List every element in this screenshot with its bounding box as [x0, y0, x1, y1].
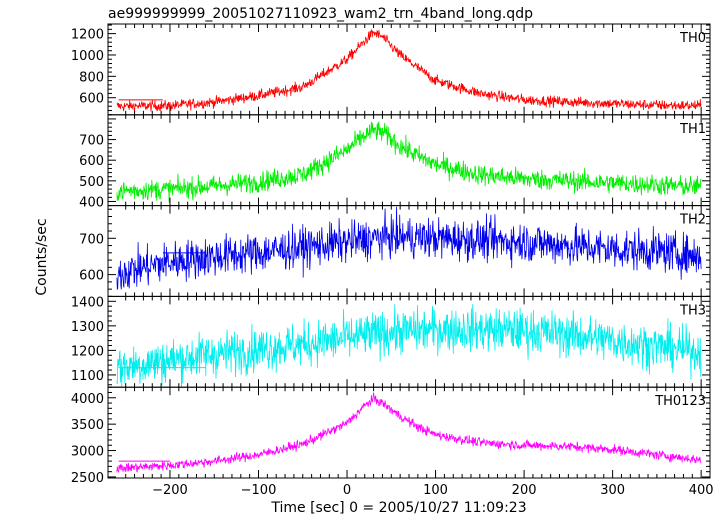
y-tick-label: 700: [79, 232, 104, 247]
x-tick-label: 400: [689, 483, 714, 498]
series-line-th2: [116, 206, 702, 291]
y-tick-label: 1400: [71, 295, 104, 310]
x-tick-label: 100: [423, 483, 448, 498]
x-tick-label: 200: [512, 483, 537, 498]
y-tick-label: 4000: [71, 392, 104, 407]
panel-th2: 600 700 TH2: [79, 205, 711, 297]
y-tick-label: 1200: [71, 344, 104, 359]
panel-th0123: 2500 3000 3500 4000 TH0123: [71, 386, 711, 486]
series-line-th1: [116, 121, 702, 203]
y-tick-label: 600: [79, 92, 104, 107]
y-tick-label: 600: [79, 269, 104, 284]
x-tick-label: 0: [343, 483, 351, 498]
series-line-th0123: [116, 392, 702, 474]
panel-th1: 400 500 600 700 TH1: [79, 114, 711, 210]
y-tick-label: 1100: [71, 369, 104, 384]
y-tick-label: 400: [79, 195, 104, 210]
y-tick-label: 3500: [71, 418, 104, 433]
panel-label-th1: TH1: [679, 122, 706, 137]
chart-title: ae999999999_20051027110923_wam2_trn_4ban…: [108, 6, 533, 22]
x-tick-label: −100: [241, 483, 277, 498]
panel-label-th0123: TH0123: [654, 394, 706, 409]
y-tick-label: 800: [79, 70, 104, 85]
y-tick-label: 1000: [71, 49, 104, 64]
series-line-th3: [116, 304, 702, 388]
y-tick-label: 1200: [71, 28, 104, 43]
y-tick-label: 1300: [71, 320, 104, 335]
y-tick-label: 700: [79, 134, 104, 149]
panel-th0: 600 800 1000 1200 TH0: [71, 23, 711, 116]
panel-label-th0: TH0: [679, 31, 706, 46]
y-axis-label: Counts/sec: [34, 218, 50, 295]
x-axis-label: Time [sec] 0 = 2005/10/27 11:09:23: [270, 500, 526, 516]
y-tick-label: 2500: [71, 471, 104, 486]
y-tick-label: 500: [79, 175, 104, 190]
series-line-th0: [116, 28, 702, 114]
panel-frame: [107, 386, 711, 479]
x-tick-label: −200: [152, 483, 188, 498]
panel-frame: [107, 114, 711, 207]
x-tick-label: 300: [600, 483, 625, 498]
panel-label-th3: TH3: [679, 303, 706, 318]
y-tick-label: 600: [79, 154, 104, 169]
panel-th3: 1100 1200 1300 1400 TH3: [71, 295, 711, 388]
panel-label-th2: TH2: [679, 213, 706, 228]
y-tick-label: 3000: [71, 445, 104, 460]
